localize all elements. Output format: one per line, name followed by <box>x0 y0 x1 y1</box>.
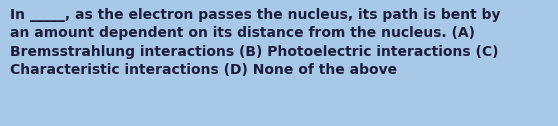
Text: In _____, as the electron passes the nucleus, its path is bent by
an amount depe: In _____, as the electron passes the nuc… <box>10 8 501 77</box>
